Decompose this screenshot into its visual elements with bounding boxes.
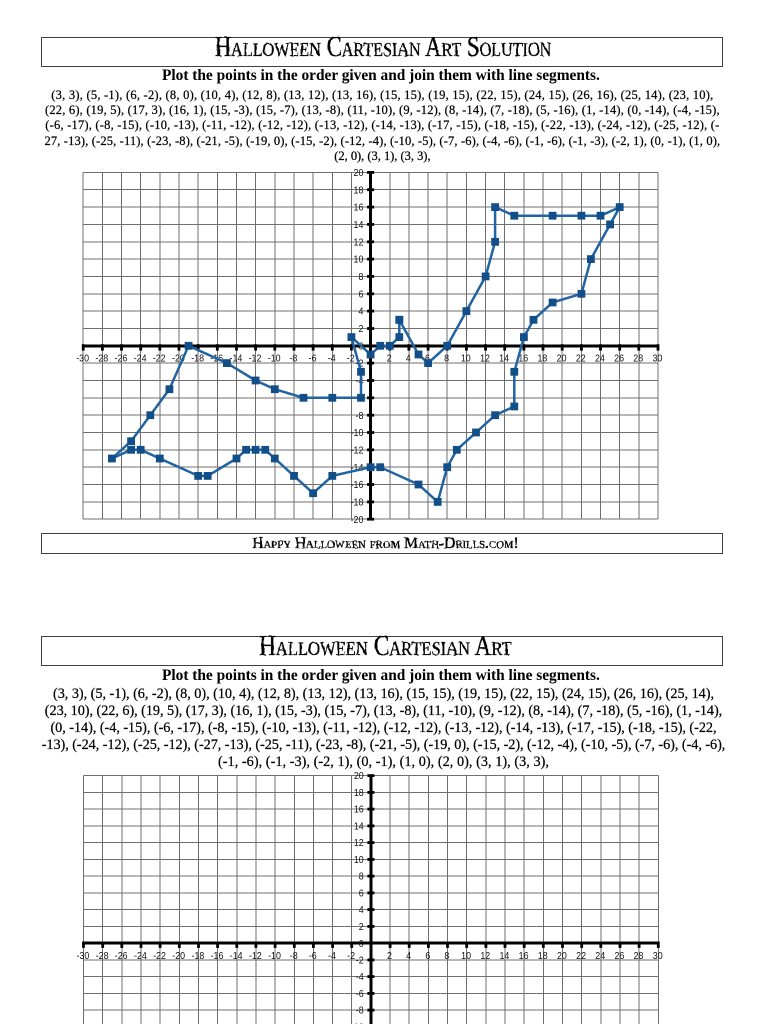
svg-text:-12: -12	[249, 353, 262, 365]
svg-text:26: 26	[614, 353, 624, 365]
svg-text:14: 14	[354, 219, 364, 231]
svg-text:-12: -12	[249, 950, 262, 962]
svg-text:28: 28	[634, 950, 644, 962]
svg-text:18: 18	[354, 185, 364, 197]
svg-text:10: 10	[461, 950, 471, 962]
svg-text:-24: -24	[134, 950, 147, 962]
svg-text:-10: -10	[351, 428, 364, 440]
svg-text:-8: -8	[356, 410, 364, 422]
svg-text:-4: -4	[328, 950, 337, 962]
svg-text:-20: -20	[351, 514, 364, 526]
svg-text:-8: -8	[290, 950, 298, 962]
svg-text:-10: -10	[351, 1022, 364, 1024]
svg-text:-18: -18	[191, 353, 204, 365]
svg-text:26: 26	[614, 950, 624, 962]
svg-text:2: 2	[358, 324, 363, 336]
svg-text:24: 24	[595, 950, 605, 962]
svg-text:-4: -4	[328, 353, 337, 365]
svg-text:16: 16	[354, 202, 364, 214]
svg-text:6: 6	[425, 353, 430, 365]
svg-text:-14: -14	[230, 950, 243, 962]
svg-text:-4: -4	[356, 972, 365, 984]
svg-text:8: 8	[358, 271, 363, 283]
svg-text:12: 12	[480, 353, 490, 365]
svg-text:14: 14	[499, 353, 509, 365]
svg-text:22: 22	[576, 950, 586, 962]
svg-text:2: 2	[387, 950, 392, 962]
svg-text:-30: -30	[76, 950, 89, 962]
svg-text:-14: -14	[229, 353, 242, 365]
svg-text:-28: -28	[96, 950, 109, 962]
svg-text:20: 20	[557, 950, 567, 962]
svg-text:30: 30	[652, 353, 662, 365]
svg-text:6: 6	[359, 888, 364, 900]
svg-text:-26: -26	[115, 950, 128, 962]
svg-text:-6: -6	[309, 353, 317, 365]
svg-text:14: 14	[354, 821, 364, 833]
svg-text:-8: -8	[356, 1005, 364, 1017]
svg-text:16: 16	[519, 950, 529, 962]
svg-text:18: 18	[538, 950, 548, 962]
svg-text:6: 6	[358, 289, 363, 301]
svg-text:16: 16	[518, 353, 528, 365]
svg-text:14: 14	[499, 950, 509, 962]
svg-text:6: 6	[425, 950, 430, 962]
svg-text:20: 20	[354, 771, 364, 783]
svg-text:20: 20	[354, 167, 364, 179]
svg-text:-10: -10	[268, 950, 281, 962]
svg-text:8: 8	[359, 871, 364, 883]
svg-text:4: 4	[406, 353, 412, 365]
svg-text:-8: -8	[289, 353, 297, 365]
svg-text:12: 12	[354, 237, 364, 249]
svg-text:-16: -16	[351, 480, 364, 492]
svg-text:-24: -24	[134, 353, 147, 365]
svg-text:20: 20	[557, 353, 567, 365]
svg-text:-2: -2	[347, 950, 355, 962]
svg-text:-6: -6	[309, 950, 317, 962]
svg-text:-6: -6	[356, 988, 364, 1000]
svg-text:10: 10	[354, 254, 364, 266]
svg-text:10: 10	[461, 353, 471, 365]
svg-text:-18: -18	[191, 950, 204, 962]
svg-text:4: 4	[358, 306, 364, 318]
svg-text:10: 10	[354, 854, 364, 866]
svg-text:12: 12	[480, 950, 490, 962]
svg-text:-14: -14	[351, 462, 364, 474]
svg-text:18: 18	[537, 353, 547, 365]
svg-text:-16: -16	[211, 950, 224, 962]
svg-text:22: 22	[576, 353, 586, 365]
svg-text:-10: -10	[268, 353, 281, 365]
svg-text:0: 0	[359, 938, 364, 950]
svg-text:8: 8	[444, 950, 449, 962]
svg-text:-2: -2	[347, 353, 355, 365]
svg-text:-22: -22	[153, 353, 166, 365]
svg-text:8: 8	[444, 353, 449, 365]
svg-text:4: 4	[406, 950, 412, 962]
svg-text:30: 30	[653, 950, 663, 962]
svg-text:-20: -20	[172, 353, 185, 365]
svg-text:24: 24	[595, 353, 605, 365]
svg-text:-12: -12	[351, 445, 364, 457]
svg-text:-2: -2	[356, 955, 364, 967]
svg-text:2: 2	[359, 921, 364, 933]
svg-text:-18: -18	[351, 497, 364, 509]
svg-text:16: 16	[354, 804, 364, 816]
svg-text:-30: -30	[76, 353, 89, 365]
svg-text:12: 12	[354, 838, 364, 850]
svg-text:-26: -26	[114, 353, 127, 365]
svg-text:-22: -22	[153, 950, 166, 962]
svg-text:-28: -28	[95, 353, 108, 365]
svg-text:4: 4	[359, 905, 365, 917]
svg-text:2: 2	[387, 353, 392, 365]
svg-text:-20: -20	[172, 950, 185, 962]
svg-text:18: 18	[354, 787, 364, 799]
svg-text:28: 28	[633, 353, 643, 365]
